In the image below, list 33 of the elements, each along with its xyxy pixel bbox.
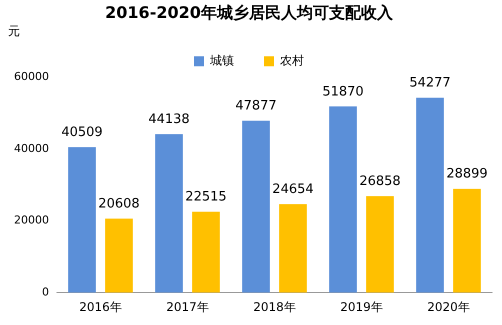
y-axis-title: 元 bbox=[8, 24, 20, 38]
data-label: 20608 bbox=[98, 196, 140, 212]
data-label: 24654 bbox=[272, 182, 314, 197]
data-label: 22515 bbox=[185, 190, 227, 205]
bar bbox=[155, 134, 183, 293]
data-label: 54277 bbox=[409, 76, 451, 91]
data-label: 28899 bbox=[446, 166, 488, 182]
bar bbox=[192, 212, 220, 293]
x-tick-label: 2018年 bbox=[253, 300, 296, 314]
chart-title: 2016-2020年城乡居民人均可支配收入 bbox=[105, 2, 394, 22]
data-label: 26858 bbox=[359, 174, 401, 190]
y-tick-label: 60000 bbox=[14, 70, 49, 84]
bar bbox=[453, 188, 481, 293]
bar bbox=[105, 218, 133, 293]
data-label: 40509 bbox=[61, 125, 103, 140]
data-label: 51870 bbox=[322, 84, 364, 100]
x-tick-label: 2020年 bbox=[427, 300, 470, 314]
y-tick-label: 20000 bbox=[14, 214, 49, 227]
bar bbox=[329, 106, 357, 293]
legend-label: 城镇 bbox=[209, 53, 234, 68]
x-tick-label: 2017年 bbox=[166, 300, 209, 314]
bar bbox=[366, 196, 394, 293]
x-tick-label: 2016年 bbox=[79, 300, 122, 314]
bar bbox=[242, 120, 270, 293]
data-label: 44138 bbox=[148, 112, 190, 128]
data-label: 47877 bbox=[235, 98, 277, 114]
bar bbox=[416, 98, 444, 293]
legend-label: 农村 bbox=[280, 53, 304, 68]
y-tick-label: 40000 bbox=[14, 142, 49, 155]
bar bbox=[279, 204, 307, 293]
bar bbox=[68, 147, 96, 293]
y-tick-label: 0 bbox=[42, 285, 49, 298]
x-tick-label: 2019年 bbox=[340, 300, 383, 314]
